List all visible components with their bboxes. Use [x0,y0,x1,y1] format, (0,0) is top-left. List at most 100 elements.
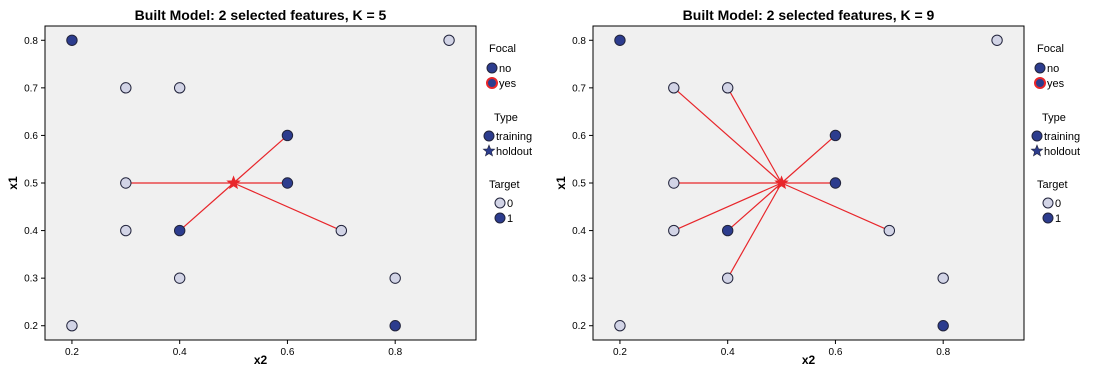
legend-type-title: Type [1042,112,1066,124]
data-point-target-1 [281,129,294,142]
y-tick-label: 0.2 [24,321,38,332]
y-tick-label: 0.7 [572,83,586,94]
legend-target-1-marker [494,212,506,224]
x-tick-label: 0.2 [65,347,79,358]
legend-target-0-marker [494,197,506,209]
legend-focal-title: Focal [1037,43,1064,55]
chart-panel-k5: Built Model: 2 selected features, K = 5 0… [6,7,532,367]
legend-focal-no-label: no [499,63,511,75]
data-point-target-0 [443,34,455,46]
y-tick-label: 0.5 [24,179,38,190]
legend-target-0-label: 0 [1055,198,1061,210]
y-axis-title: x1 [6,176,20,190]
data-point-target-0 [721,272,734,284]
data-point-target-0 [614,320,626,332]
x-tick-label: 0.2 [613,347,627,358]
data-point-target-0 [66,320,78,332]
y-tick-label: 0.6 [24,131,38,142]
legend-type-title: Type [494,112,518,124]
x-tick-label: 0.6 [280,347,294,358]
x-tick-label: 0.4 [173,347,187,358]
legend-target-title: Target [1037,179,1068,191]
data-point-target-0 [883,224,896,237]
data-point-target-0 [991,34,1003,46]
legend-target-0-marker [1042,197,1054,209]
y-tick-label: 0.8 [572,36,586,47]
neighbor-line [673,182,782,232]
x-tick-label: 0.8 [936,347,950,358]
data-point-target-0 [173,82,186,94]
data-point-target-1 [173,224,186,237]
focal-holdout-star [774,175,789,190]
x-tick-label: 0.6 [828,347,842,358]
chart-title: Built Model: 2 selected features, K = 5 [135,7,387,23]
y-tick-label: 0.7 [24,83,38,94]
legend-focal-yes-marker [486,77,498,89]
x-axis-title: x2 [802,353,816,367]
data-point-target-1 [281,177,294,189]
legend-type-holdout-label: holdout [496,146,532,158]
legend-focal-yes-marker [1034,77,1046,89]
legend: Focal no yes Type training holdout Target 0 1 [1030,43,1080,225]
chart-title: Built Model: 2 selected features, K = 9 [683,7,935,23]
y-tick-label: 0.6 [572,131,586,142]
data-point-target-0 [120,224,132,237]
data-point-target-0 [668,224,680,237]
data-point-target-0 [120,177,132,189]
data-point-target-0 [389,272,401,284]
x-axis-title: x2 [254,353,268,367]
neighbor-line [179,182,234,232]
neighbor-line [233,182,342,232]
data-point-target-1 [721,224,734,237]
data-point-target-1 [829,177,842,189]
data-point-target-0 [937,272,949,284]
legend-target-1-label: 1 [1055,213,1061,225]
data-point-target-0 [120,82,132,94]
legend-type-holdout-label: holdout [1044,146,1080,158]
scatter-chart-k9: Built Model: 2 selected features, K = 9 0… [554,7,1080,367]
neighbor-line [727,182,782,232]
legend-focal-no-marker [486,62,498,74]
legend-type-training-marker [483,130,495,142]
y-axis-title: x1 [554,176,568,190]
legend-focal-no-label: no [1047,63,1059,75]
x-tick-label: 0.4 [721,347,735,358]
legend-target-1-label: 1 [507,213,513,225]
neighbor-line [727,87,783,184]
neighbor-line [233,134,288,184]
legend-focal-yes-label: yes [499,78,517,90]
y-tick-label: 0.4 [24,226,38,237]
legend-target-1-marker [1042,212,1054,224]
legend-type-training-marker [1031,130,1043,142]
data-point-target-1 [937,320,949,332]
legend-focal-yes-label: yes [1047,78,1065,90]
neighbor-line [727,182,783,279]
data-point-target-1 [66,34,78,46]
chart-panel-k9: Built Model: 2 selected features, K = 9 0… [548,0,1096,368]
neighbor-line [781,134,836,184]
neighbor-line [781,182,890,232]
data-point-target-1 [614,34,626,46]
y-tick-label: 0.8 [24,36,38,47]
data-point-target-0 [335,224,348,237]
scatter-chart-k5: Built Model: 2 selected features, K = 5 0… [6,7,532,367]
legend-target-0-label: 0 [507,198,513,210]
data-point-target-1 [389,320,401,332]
y-tick-label: 0.2 [572,321,586,332]
legend-focal-title: Focal [489,43,516,55]
focal-holdout-star [226,175,241,190]
legend-type-holdout-marker [482,144,496,157]
neighbor-line [673,87,782,184]
legend-focal-no-marker [1034,62,1046,74]
legend-target-title: Target [489,179,520,191]
data-point-target-0 [173,272,186,284]
y-tick-label: 0.5 [572,179,586,190]
legend: Focal no yes Type training holdout Target 0 1 [482,43,532,225]
legend-type-training-label: training [1044,131,1080,143]
data-point-target-0 [668,177,680,189]
y-tick-label: 0.3 [572,274,586,285]
data-point-target-1 [829,129,842,142]
data-point-target-0 [668,82,680,94]
y-tick-label: 0.4 [572,226,586,237]
legend-type-training-label: training [496,131,532,143]
